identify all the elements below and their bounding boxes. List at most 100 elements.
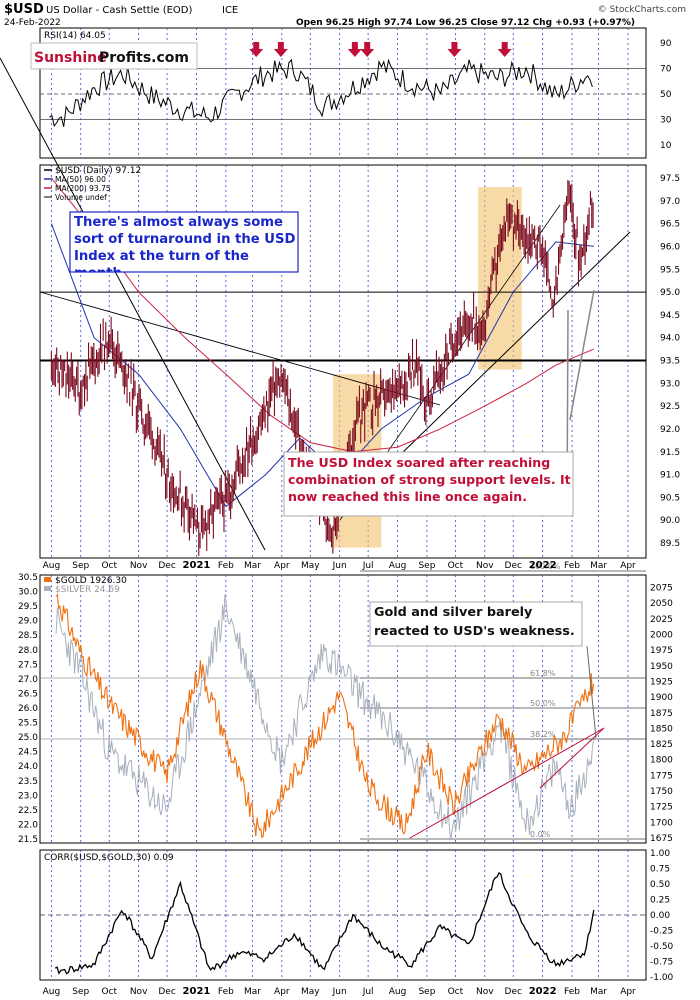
- rsi-down-arrow-icon: [447, 42, 462, 57]
- rsi-y-tick-label: 90: [660, 39, 672, 49]
- gold-silver-panel: 30.5 30.0 29.5 29.0 28.5 28.0 27.5 27.0 26.5 26.0…: [18, 562, 673, 845]
- gs-y-tick-left: 24.0: [18, 762, 38, 772]
- rsi-down-arrow-icon: [347, 42, 362, 57]
- annotation-support-text: The USD Index soared after reaching comb…: [288, 455, 571, 504]
- legend-swatch: [44, 586, 51, 591]
- chart-date: 24-Feb-2022: [4, 18, 61, 28]
- gs-y-tick-right: 2050: [650, 599, 673, 609]
- logo-text-profits: Profits.com: [99, 50, 189, 66]
- x-axis-label-corr: Sep: [72, 987, 89, 997]
- arrow-stem: [364, 42, 371, 49]
- corr-y-tick-label: 1.00: [650, 849, 670, 859]
- logo-text-sunshine: Sunshine: [34, 50, 107, 66]
- x-axis-label-corr: 2021: [183, 986, 211, 997]
- ma200-line: [51, 177, 594, 453]
- chart-ohlc: Open 96.25 High 97.74 Low 96.25 Close 97…: [296, 18, 635, 28]
- usd-y-tick-label: 94.0: [660, 334, 680, 344]
- usd-legend-label: Volume undef: [55, 193, 107, 202]
- x-axis-label-usd: Jun: [332, 561, 347, 571]
- usd-legend-label: MA(50) 96.00: [55, 175, 106, 184]
- gs-y-tick-left: 30.0: [18, 588, 38, 598]
- fib-level-label: 38.2%: [530, 730, 556, 739]
- usd-y-tick-label: 96.0: [660, 242, 680, 252]
- fib-level-label: 50.0%: [530, 699, 556, 708]
- rsi-series-line: [49, 58, 593, 128]
- arrow-head: [249, 49, 264, 57]
- usd-y-tick-label: 90.0: [660, 516, 680, 526]
- gs-y-tick-left: 22.5: [18, 806, 38, 816]
- x-axis-label-corr: Aug: [389, 987, 407, 997]
- x-axis-label-usd: Feb: [564, 561, 580, 571]
- arrow-head: [360, 49, 375, 57]
- x-axis-label-usd: Nov: [130, 561, 148, 571]
- x-axis-label-corr: Dec: [158, 987, 175, 997]
- gs-y-tick-right: 1900: [650, 693, 673, 703]
- corr-y-tick-label: 0.00: [650, 911, 670, 921]
- arrow-head: [347, 49, 362, 57]
- rsi-panel-frame: [39, 27, 647, 159]
- chart-instrument-name: US Dollar - Cash Settle (EOD): [46, 5, 193, 16]
- x-axis-label-usd: Feb: [218, 561, 234, 571]
- gs-y-tick-left: 21.5: [18, 835, 38, 845]
- annotation-pointer: [586, 645, 597, 739]
- trendline: [0, 57, 266, 551]
- gs-y-tick-right: 2000: [650, 630, 673, 640]
- annotation-turnaround: There's almost always some sort of turna…: [69, 211, 299, 273]
- x-axis-labels-corr: Aug Sep Oct Nov Dec 2021 Feb Mar Apr May Jun Jul Aug…: [43, 986, 636, 997]
- gs-y-tick-right: 1950: [650, 662, 673, 672]
- usd-y-tick-label: 97.5: [660, 174, 680, 184]
- x-axis-label-corr: Sep: [418, 987, 435, 997]
- annotation-pointer: [569, 289, 595, 421]
- gold-silver-panel-frame: [39, 574, 647, 844]
- gs-legend-label: $SILVER 24.69: [55, 585, 120, 595]
- gold-trendline: [539, 727, 605, 789]
- corr-title: CORR($USD,$GOLD,30) 0.09: [44, 853, 174, 863]
- x-axis-label-corr: Apr: [620, 987, 636, 997]
- gs-y-tick-right: 1725: [650, 803, 673, 813]
- rsi-down-arrow-icon: [360, 42, 375, 57]
- arrow-stem: [501, 42, 508, 49]
- corr-series-line: [54, 871, 595, 975]
- usd-y-tick-label: 93.5: [660, 357, 680, 367]
- gs-y-tick-left: 29.0: [18, 617, 38, 627]
- x-axis-label-corr: Mar: [244, 987, 261, 997]
- x-axis-label-usd: Aug: [389, 561, 407, 571]
- x-axis-label-corr: Nov: [476, 987, 494, 997]
- gs-y-tick-right: 1800: [650, 756, 673, 766]
- gs-y-tick-left: 28.5: [18, 631, 38, 641]
- gs-y-tick-right: 1925: [650, 677, 673, 687]
- usd-y-tick-label: 92.0: [660, 425, 680, 435]
- x-axis-label-usd: Nov: [476, 561, 494, 571]
- corr-y-tick-label: 0.50: [650, 880, 670, 890]
- annotation-gold-silver: Gold and silver barely reacted to USD's …: [369, 601, 583, 647]
- arrow-stem: [451, 42, 458, 49]
- x-axis-label-usd: Jul: [362, 561, 374, 571]
- gs-y-tick-left: 26.0: [18, 704, 38, 714]
- x-axis-label-usd: Sep: [72, 561, 89, 571]
- gs-y-tick-right: 1850: [650, 724, 673, 734]
- x-axis-label-corr: Oct: [101, 987, 117, 997]
- corr-y-tick-label: 0.25: [650, 896, 670, 906]
- corr-y-tick-label: 0.75: [650, 865, 670, 875]
- usd-y-tick-label: 91.0: [660, 471, 680, 481]
- gs-y-tick-left: 27.5: [18, 660, 38, 670]
- gs-y-tick-left: 22.0: [18, 820, 38, 830]
- x-axis-label-corr: Jul: [362, 987, 374, 997]
- chart-exchange: ICE: [222, 5, 238, 16]
- usd-legend-label: $USD (Daily) 97.12: [55, 166, 141, 176]
- gs-y-tick-left: 24.5: [18, 748, 38, 758]
- gs-y-tick-left: 25.0: [18, 733, 38, 743]
- x-axis-label-corr: Apr: [274, 987, 290, 997]
- usd-y-tick-label: 95.5: [660, 265, 680, 275]
- x-axis-label-usd: Mar: [590, 561, 607, 571]
- gs-y-tick-left: 27.0: [18, 675, 38, 685]
- legend-swatch: [44, 577, 51, 582]
- x-axis-label-usd: Sep: [418, 561, 435, 571]
- usd-legend-label: MA(200) 93.75: [55, 184, 111, 193]
- usd-y-tick-label: 95.0: [660, 288, 680, 298]
- x-axis-label-usd: Oct: [101, 561, 117, 571]
- rsi-y-tick-label: 50: [660, 90, 672, 100]
- gs-y-tick-right: 1975: [650, 646, 673, 656]
